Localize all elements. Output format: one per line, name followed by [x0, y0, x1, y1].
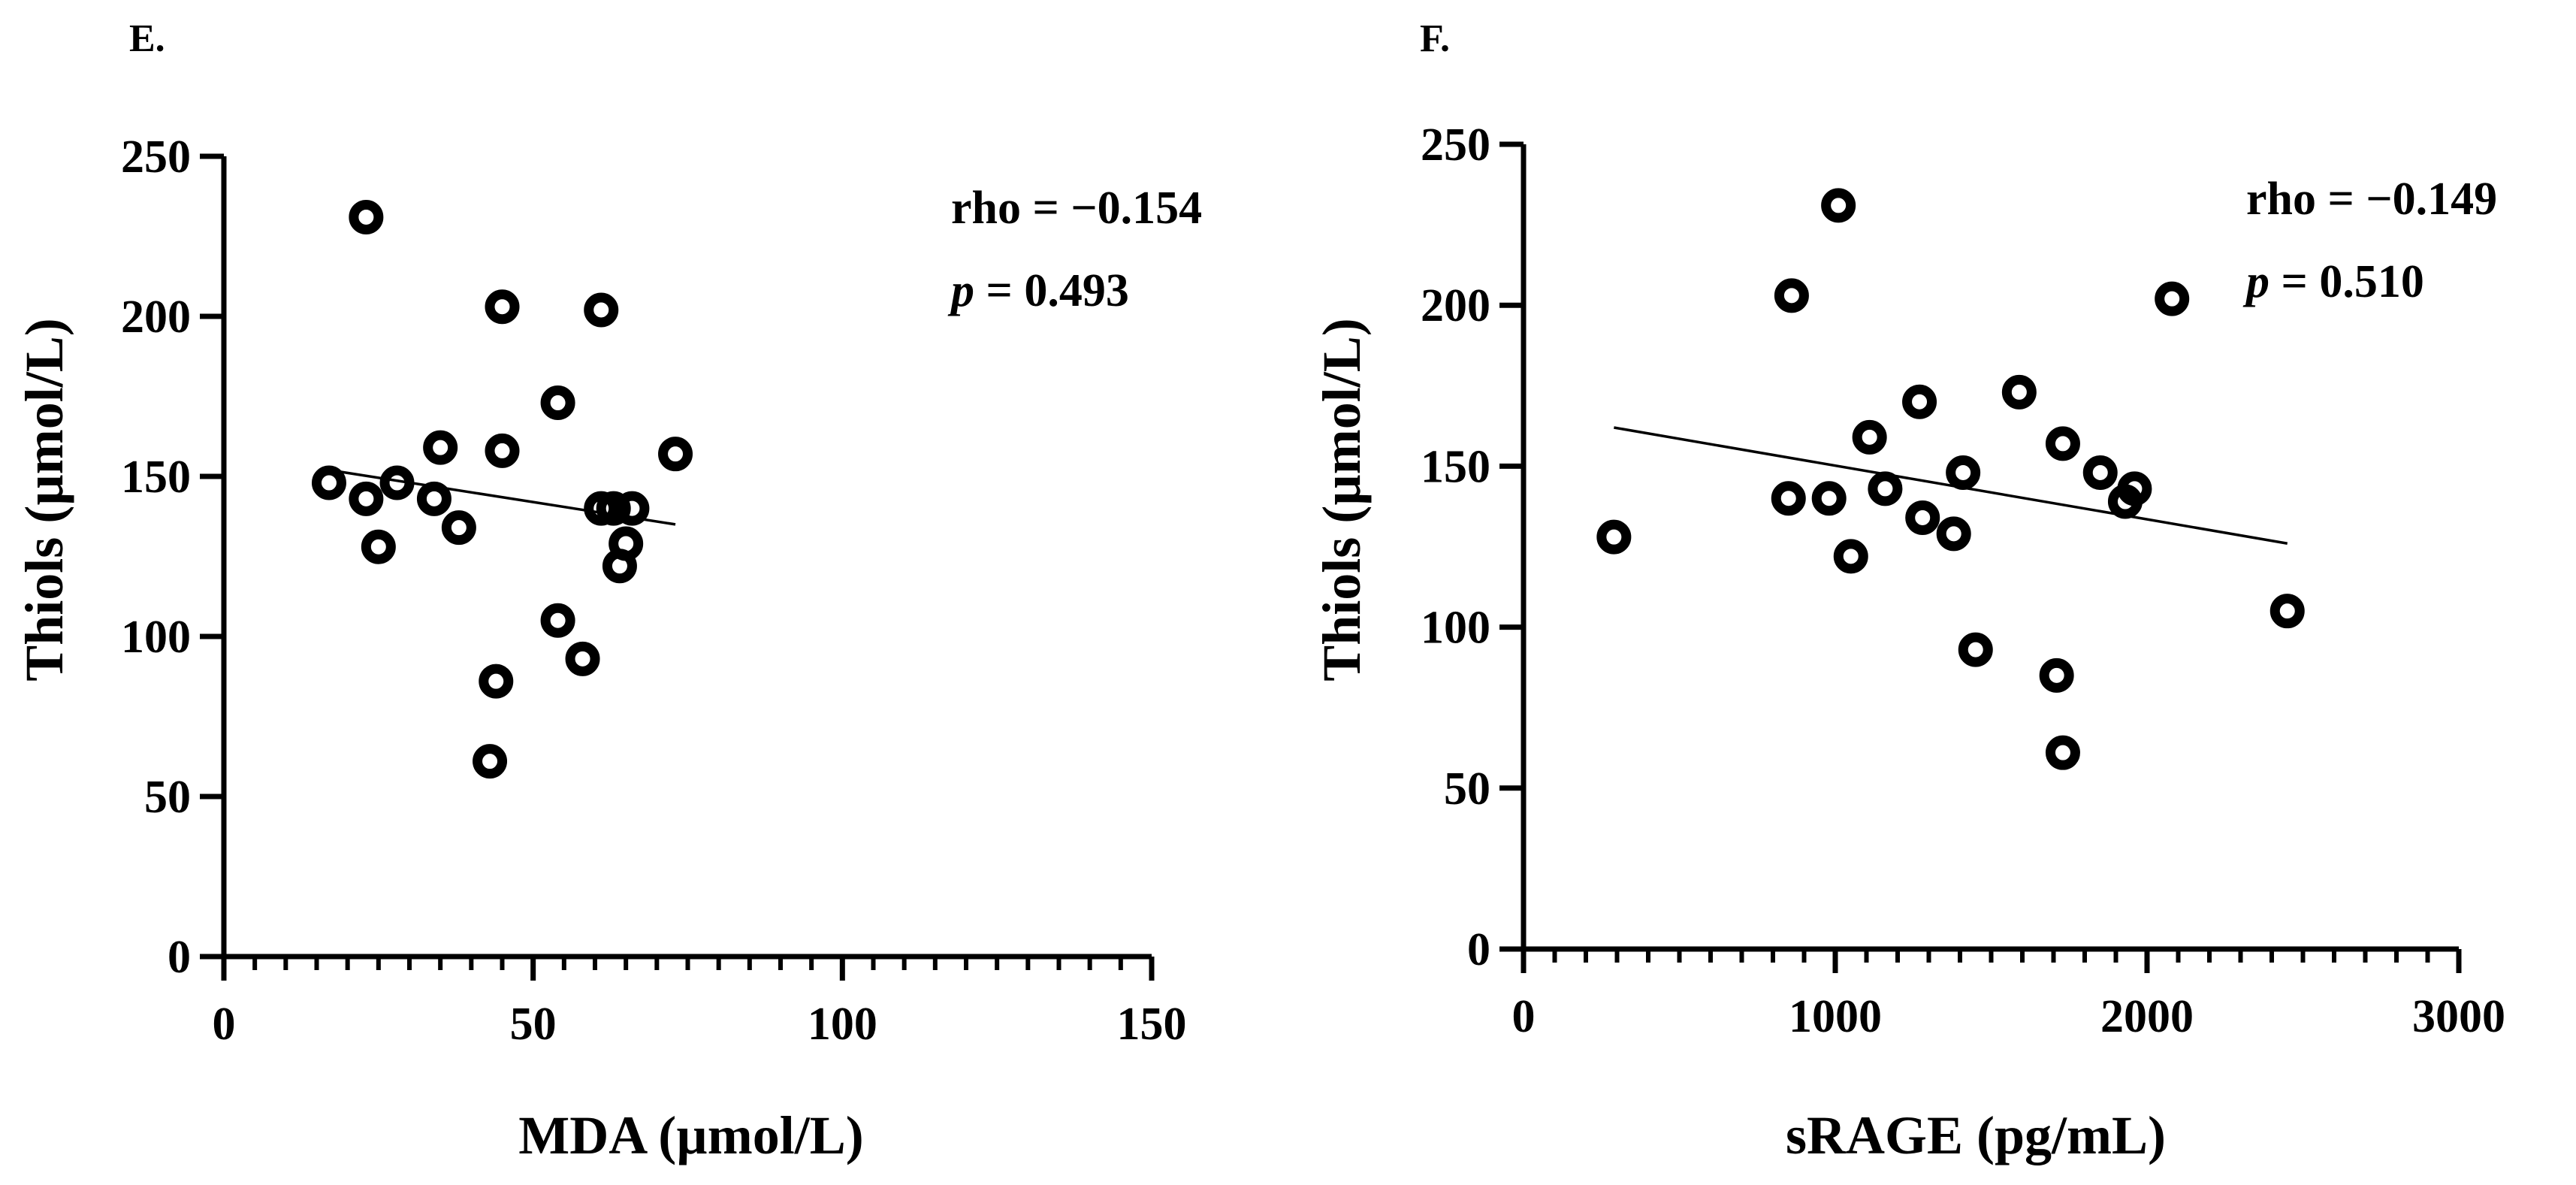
p-stat-f: p = 0.510	[2242, 256, 2424, 307]
y-tick-label: 250	[1421, 119, 1490, 171]
p-symbol-e: p	[947, 265, 974, 316]
axes-f: 0 1000 2000 3000 0 50 100 150 200 250	[1421, 119, 2505, 1042]
p-value-f: = 0.510	[2269, 256, 2424, 307]
x-tick-label: 3000	[2412, 991, 2505, 1042]
data-point	[2039, 657, 2074, 693]
x-tick-label: 2000	[2100, 991, 2194, 1042]
data-point	[1958, 632, 1993, 667]
axes-e: 0 50 100 150 0 50 100 150 200 250	[121, 131, 1187, 1050]
y-axis-title-f: Thiols (µmol/L)	[1312, 318, 1372, 682]
y-tick-label: 200	[1421, 280, 1490, 331]
data-point	[540, 603, 575, 638]
data-point	[441, 510, 476, 546]
data-point	[658, 437, 693, 472]
data-point	[596, 491, 631, 526]
x-tick-label: 100	[808, 999, 877, 1050]
data-point	[1905, 500, 1940, 535]
data-point	[379, 465, 415, 500]
y-tick-label: 150	[1421, 441, 1490, 492]
data-point	[1902, 384, 1937, 419]
rho-stat-f: rho = −0.149	[2246, 174, 2497, 225]
data-point	[479, 664, 514, 699]
x-tick-label: 0	[1512, 991, 1536, 1042]
panel-label-f: F.	[1420, 17, 1450, 60]
data-point	[485, 433, 520, 468]
data-point	[615, 491, 650, 526]
data-point	[2045, 735, 2080, 770]
panel-f: F. 0 1000 2000 3000 0 50 100 150 200 250 rho = −0…	[1312, 17, 2505, 1165]
data-point	[2001, 374, 2037, 410]
data-point	[602, 549, 637, 584]
data-point	[540, 385, 575, 421]
data-point	[1811, 481, 1847, 516]
data-point	[1821, 188, 1856, 223]
data-point	[584, 491, 619, 526]
data-point	[2155, 281, 2190, 316]
x-tick-label: 50	[510, 999, 557, 1050]
data-point	[2269, 594, 2305, 629]
data-point	[1946, 455, 1981, 490]
y-axis-title-e: Thiols (µmol/L)	[14, 318, 74, 682]
data-point	[584, 292, 619, 328]
trendline	[1614, 426, 2288, 545]
y-tick-label: 0	[1467, 924, 1490, 975]
x-tick-label: 0	[213, 999, 236, 1050]
panel-e: E. 0 50 100 150 0 50 100 150 200 250 rho = −0.154…	[14, 17, 1202, 1165]
rho-stat-e: rho = −0.154	[951, 183, 1202, 234]
y-tick-label: 250	[121, 131, 191, 183]
data-point	[361, 529, 396, 564]
data-point	[1936, 516, 1971, 552]
data-point	[1852, 419, 1887, 455]
y-tick-label: 100	[1421, 603, 1490, 654]
p-symbol-f: p	[2242, 256, 2269, 307]
data-point	[1833, 539, 1868, 574]
data-point	[2082, 455, 2118, 490]
y-tick-label: 100	[121, 612, 191, 663]
data-point	[485, 289, 520, 325]
data-point	[416, 481, 451, 516]
data-point	[1868, 471, 1903, 506]
p-stat-e: p = 0.493	[947, 265, 1129, 316]
data-point	[1771, 481, 1806, 516]
x-tick-label: 150	[1117, 999, 1187, 1050]
x-axis-title-f: sRAGE (pg/mL)	[1786, 1105, 2166, 1165]
data-point	[2045, 426, 2080, 461]
y-tick-label: 50	[1444, 763, 1490, 815]
y-tick-label: 200	[121, 292, 191, 343]
y-tick-label: 0	[168, 932, 191, 983]
y-tick-label: 50	[144, 772, 191, 823]
y-tick-label: 150	[121, 452, 191, 503]
data-point	[473, 744, 508, 779]
x-axis-title-e: MDA (µmol/L)	[518, 1105, 863, 1165]
data-point	[349, 199, 384, 234]
data-point	[565, 641, 600, 676]
data-point	[349, 481, 384, 516]
data-point	[423, 430, 458, 465]
data-point	[311, 465, 346, 500]
data-point	[1596, 519, 1632, 555]
panel-label-e: E.	[129, 17, 165, 60]
data-point	[2107, 484, 2143, 519]
p-value-e: = 0.493	[974, 265, 1129, 316]
data-point	[1774, 278, 1809, 313]
x-tick-label: 1000	[1789, 991, 1882, 1042]
